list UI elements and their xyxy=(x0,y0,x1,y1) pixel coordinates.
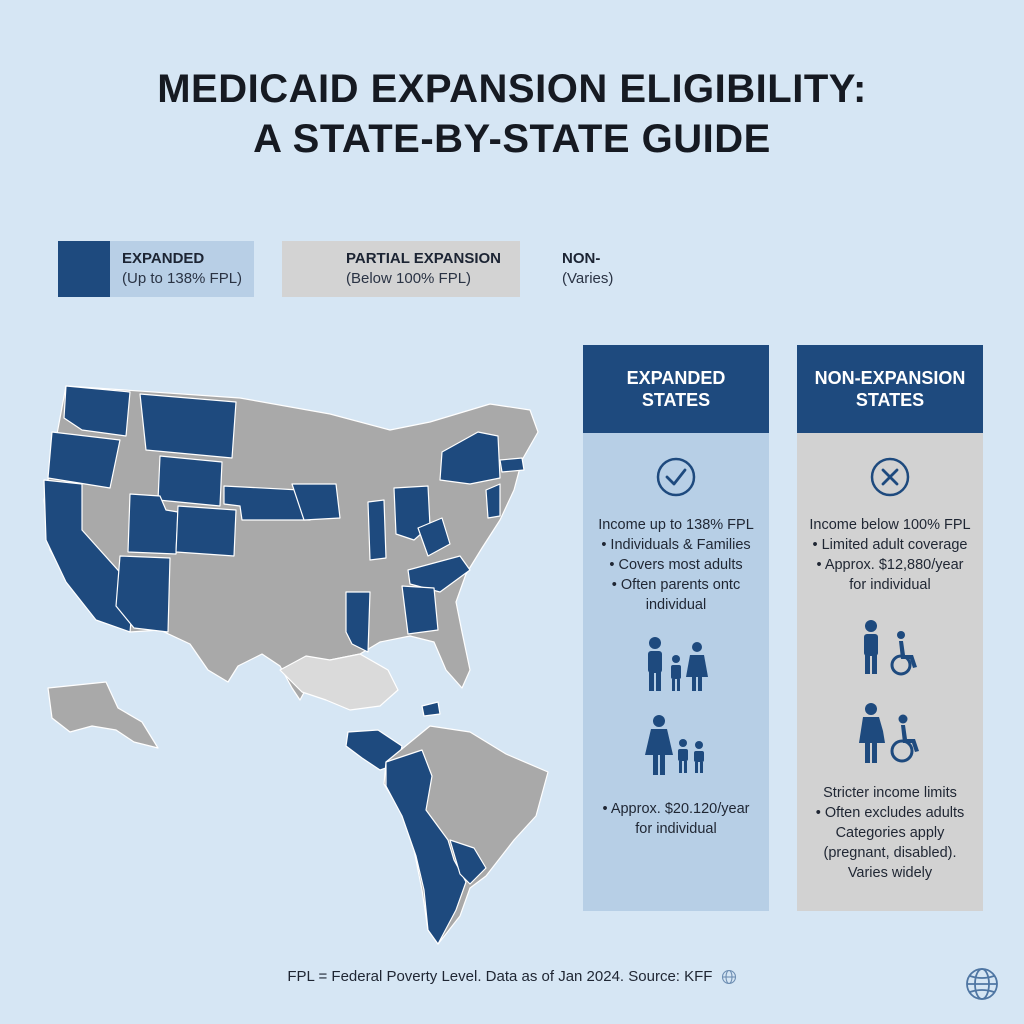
legend-partial: PARTIAL EXPANSION (Below 100% FPL) xyxy=(282,241,520,297)
panel-non-line: for individual xyxy=(849,577,931,593)
state-california xyxy=(43,479,135,633)
state-indiana xyxy=(367,499,387,561)
panel-non-bottom-line: • Often excludes adults xyxy=(815,805,965,821)
globe-icon xyxy=(966,968,998,1000)
state-wyoming xyxy=(157,455,223,507)
state-north-carolina xyxy=(407,555,471,593)
south-america-east xyxy=(449,839,487,885)
state-west-virginia xyxy=(417,517,451,557)
panel-expanded-line: individual xyxy=(645,597,707,613)
panel-non-bottom-line: Varies widely xyxy=(847,865,933,881)
legend-expanded-sub: (Up to 138% FPL) xyxy=(122,270,243,287)
caribbean-region xyxy=(279,653,399,711)
state-oregon xyxy=(47,431,121,489)
check-circle-icon xyxy=(656,457,696,497)
title-line-2: A STATE-BY-STATE GUIDE xyxy=(253,117,771,161)
panel-non-bottom-line: Stricter income limits xyxy=(823,785,957,801)
alaska xyxy=(47,681,159,749)
panel-expanded: EXPANDED STATES Income up to 138% FPL • … xyxy=(583,345,769,911)
title-line-1: MEDICAID EXPANSION ELIGIBILITY: xyxy=(157,67,867,111)
panel-non-line: • Limited adult coverage xyxy=(812,537,968,553)
panel-non-bottom: Stricter income limits • Often excludes … xyxy=(797,783,983,883)
state-new-york xyxy=(439,431,501,485)
state-massachusetts xyxy=(499,457,525,473)
panel-expanded-line: • Often parents ontc xyxy=(611,577,741,593)
person-wheelchair-icon xyxy=(864,620,917,676)
panel-expanded-list: Income up to 138% FPL • Individuals & Fa… xyxy=(583,515,769,615)
americas-map xyxy=(43,385,549,945)
state-colorado xyxy=(175,505,237,557)
pregnant-wheelchair-icon xyxy=(859,703,919,763)
state-new-jersey xyxy=(485,483,501,519)
panel-non-title: NON-EXPANSION STATES xyxy=(797,345,983,433)
legend-non-label: NON- xyxy=(562,250,601,267)
panel-expanded-bottom: • Approx. $20.120/year for individual xyxy=(583,799,769,839)
panel-expanded-bottom-line: for individual xyxy=(635,821,717,837)
panel-non-expansion: NON-EXPANSION STATES Income below 100% F… xyxy=(797,345,983,911)
panel-expanded-line: Income up to 138% FPL xyxy=(598,517,754,533)
page-title: MEDICAID EXPANSION ELIGIBILITY: A STATE-… xyxy=(0,64,1024,164)
state-georgia xyxy=(401,585,439,635)
legend-partial-sub: (Below 100% FPL) xyxy=(346,270,472,287)
x-circle-icon xyxy=(870,457,910,497)
family-icon xyxy=(648,637,708,691)
panel-non-list: Income below 100% FPL • Limited adult co… xyxy=(797,515,983,595)
state-washington xyxy=(63,385,131,437)
panel-expanded-line: • Covers most adults xyxy=(609,557,743,573)
legend-expanded-swatch xyxy=(58,241,110,297)
panel-non-bottom-line: (pregnant, disabled). xyxy=(823,845,957,861)
legend-expanded-label: EXPANDED xyxy=(122,250,205,267)
legend-non: NON- (Varies) xyxy=(520,241,640,297)
state-montana xyxy=(139,393,237,459)
panel-expanded-bottom-line: • Approx. $20.120/year xyxy=(602,801,750,817)
mother-children-icon xyxy=(645,715,704,775)
footer: FPL = Federal Poverty Level. Data as of … xyxy=(0,968,1024,985)
state-iowa xyxy=(291,483,341,521)
caribbean-island xyxy=(421,701,441,717)
panel-non-line: • Approx. $12,880/year xyxy=(816,557,964,573)
panel-expanded-line: • Individuals & Families xyxy=(601,537,751,553)
legend-non-sub: (Varies) xyxy=(562,270,614,287)
panel-non-line: Income below 100% FPL xyxy=(809,517,971,533)
south-america-west xyxy=(385,749,467,945)
footer-text: FPL = Federal Poverty Level. Data as of … xyxy=(287,968,713,985)
legend-partial-label: PARTIAL EXPANSION xyxy=(346,250,502,267)
state-arizona xyxy=(115,555,171,633)
state-mississippi xyxy=(345,591,371,653)
globe-icon xyxy=(721,969,736,985)
panel-expanded-title: EXPANDED STATES xyxy=(583,345,769,433)
panel-non-bottom-line: Categories apply xyxy=(835,825,945,841)
legend-expanded: EXPANDED (Up to 138% FPL) xyxy=(58,241,254,297)
